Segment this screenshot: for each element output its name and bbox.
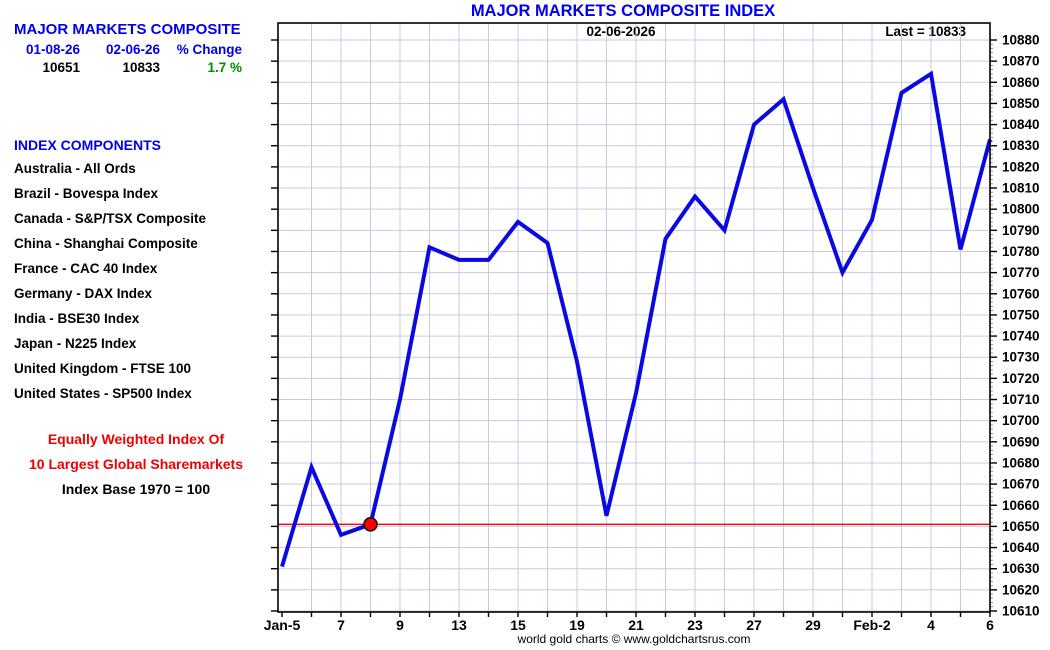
y-axis-label: 10680 (1002, 455, 1040, 470)
stats-date-to: 02-06-26 (105, 42, 160, 57)
x-axis-label: Jan-5 (264, 617, 301, 633)
y-axis-label: 10850 (1002, 96, 1040, 111)
stats-header-row: 01-08-26 02-06-26 % Change (14, 42, 254, 57)
chart-title: MAJOR MARKETS COMPOSITE INDEX (470, 2, 776, 20)
y-axis-label: 10620 (1002, 582, 1040, 597)
stats-date-from: 01-08-26 (25, 42, 80, 57)
y-axis-label: 10770 (1002, 265, 1040, 280)
y-axis-label: 10660 (1002, 498, 1040, 513)
y-axis-label: 10630 (1002, 561, 1040, 576)
x-axis-label: Feb-2 (853, 617, 891, 633)
component-item: China - Shanghai Composite (14, 236, 198, 251)
weighting-note-line2: 10 Largest Global Sharemarkets (29, 456, 243, 472)
component-item: United Kingdom - FTSE 100 (14, 361, 192, 376)
index-base-note: Index Base 1970 = 100 (61, 481, 211, 497)
y-axis-label: 10610 (1002, 604, 1040, 619)
stats-pct-change: 1.7 % (207, 60, 242, 75)
x-axis-label: 19 (569, 617, 585, 633)
last-value-annotation: Last = 10833 (885, 24, 966, 39)
copyright-footer: world gold charts © www.goldchartsrus.co… (517, 632, 751, 646)
highlight-dot (363, 516, 378, 532)
y-axis-label: 10720 (1002, 371, 1040, 386)
x-axis-label: 23 (687, 617, 703, 633)
x-axis-label: 7 (337, 617, 345, 633)
y-axis-label: 10730 (1002, 350, 1040, 365)
x-axis-label: 13 (451, 617, 467, 633)
component-item: Australia - All Ords (14, 161, 136, 176)
component-item: United States - SP500 Index (14, 386, 192, 401)
components-list: Australia - All Ords Brazil - Bovespa In… (14, 156, 264, 406)
component-item: Japan - N225 Index (14, 336, 137, 351)
component-item: Canada - S&P/TSX Composite (14, 211, 207, 226)
y-axis-label: 10860 (1002, 75, 1040, 90)
x-axis-label: 29 (805, 617, 821, 633)
y-axis-label: 10650 (1002, 519, 1040, 534)
component-item: Brazil - Bovespa Index (14, 186, 159, 201)
sidebar-title: MAJOR MARKETS COMPOSITE (14, 21, 241, 38)
x-axis-label: 9 (396, 617, 404, 633)
y-axis-label: 10790 (1002, 223, 1040, 238)
components-header: INDEX COMPONENTS (14, 137, 162, 153)
y-axis-label: 10830 (1002, 138, 1040, 153)
price-line (280, 70, 992, 568)
y-axis-label: 10810 (1002, 181, 1040, 196)
stats-value-from: 10651 (42, 60, 80, 75)
x-axis-label: 27 (746, 617, 762, 633)
y-axis-label: 10840 (1002, 117, 1040, 132)
weighting-note-line1: Equally Weighted Index Of (47, 431, 225, 447)
y-axis-label: 10870 (1002, 54, 1040, 69)
y-axis-label: 10700 (1002, 413, 1040, 428)
component-item: Germany - DAX Index (14, 286, 153, 301)
y-axis-label: 10760 (1002, 286, 1040, 301)
plot-border (277, 22, 991, 613)
x-axis-label: 6 (986, 617, 994, 633)
stats-pct-header: % Change (176, 42, 242, 57)
y-axis-label: 10710 (1002, 392, 1040, 407)
component-item: France - CAC 40 Index (14, 261, 158, 276)
stats-value-to: 10833 (122, 60, 160, 75)
date-annotation: 02-06-2026 (586, 24, 656, 39)
x-axis-label: 15 (510, 617, 526, 633)
y-axis-label: 10690 (1002, 434, 1040, 449)
y-axis-label: 10800 (1002, 202, 1040, 217)
stats-value-row: 10651 10833 1.7 % (14, 60, 254, 75)
y-axis-label: 10880 (1002, 33, 1040, 48)
y-axis-label: 10750 (1002, 307, 1040, 322)
y-axis-label: 10640 (1002, 540, 1040, 555)
x-axis-label: 4 (927, 617, 935, 633)
x-axis-label: 21 (628, 617, 644, 633)
component-item: India - BSE30 Index (14, 311, 140, 326)
y-axis-label: 10670 (1002, 477, 1040, 492)
y-axis-label: 10820 (1002, 159, 1040, 174)
y-axis-label: 10740 (1002, 329, 1040, 344)
y-axis-label: 10780 (1002, 244, 1040, 259)
